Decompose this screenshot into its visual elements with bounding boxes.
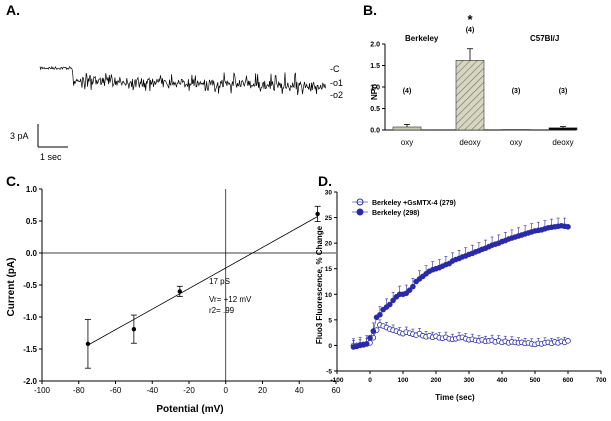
d-point-filled: [565, 223, 571, 230]
b-y-tick-label: 0.0: [370, 128, 380, 135]
d-y-tick-label: 30: [325, 190, 333, 197]
level-o1-label: -o1: [330, 78, 343, 88]
d-y-tick-label: 0: [328, 343, 332, 350]
panel-b-bar-chart: NPo Berkeley C57Bl/J * 0.0 0.5 1.0 1.5 2.0 (4…: [370, 12, 578, 147]
c-data-point: [85, 341, 91, 347]
c-y-tick-label: -0.5: [23, 281, 37, 290]
b-y-axis-label: NPo: [370, 84, 379, 100]
b-bar: [501, 129, 531, 131]
d-point-filled: [410, 283, 416, 290]
d-point-open: [565, 338, 571, 344]
d-point-filled: [367, 334, 373, 341]
reversal-annotation: Vr= +12 mV: [209, 295, 252, 304]
d-x-tick-label: -100: [330, 377, 343, 384]
scale-time-label: 1 sec: [40, 152, 62, 162]
c-y-axis-label: Current (pA): [6, 258, 17, 317]
c-data-point: [177, 289, 183, 294]
significance-star: *: [467, 12, 473, 27]
b-y-tick-label: 0.5: [370, 106, 380, 113]
d-x-tick-label: 700: [596, 377, 607, 384]
c-data-point: [131, 326, 137, 332]
scale-current-label: 3 pA: [10, 131, 29, 141]
d-x-tick-label: 400: [497, 377, 508, 384]
d-point-filled: [386, 301, 393, 308]
d-x-tick-label: 100: [398, 377, 409, 384]
group-label-c57: C57Bl/J: [530, 34, 559, 43]
c-data-point: [315, 211, 320, 217]
c-y-tick-label: -1.5: [23, 345, 37, 354]
d-point-filled: [390, 297, 396, 304]
d-x-tick-label: 300: [464, 377, 475, 384]
c-x-tick-label: -60: [110, 386, 122, 395]
b-category-label: deoxy: [459, 138, 480, 147]
c-y-tick-label: 0.5: [26, 217, 38, 226]
b-bar: [548, 127, 578, 131]
group-label-berkeley: Berkeley: [405, 34, 439, 43]
legend-series-1: Berkeley +GsMTX-4 (279): [372, 200, 456, 207]
d-y-tick-label: 5: [328, 317, 332, 324]
d-x-tick-label: 600: [563, 377, 574, 384]
d-point-filled: [403, 290, 410, 297]
b-n-label: (4): [466, 27, 475, 34]
d-point-filled: [370, 328, 377, 334]
c-y-tick-label: -1.0: [23, 313, 37, 322]
d-x-tick-label: 0: [368, 377, 372, 384]
c-x-tick-label: 0: [224, 386, 229, 395]
d-y-tick-label: 20: [325, 241, 333, 248]
d-y-tick-label: -5: [326, 369, 332, 376]
c-y-tick-label: -2.0: [23, 377, 37, 386]
b-category-label: oxy: [510, 138, 522, 147]
r2-annotation: r2= .99: [209, 306, 235, 315]
legend-series-2: Berkeley (298): [372, 210, 419, 217]
d-x-axis-label: Time (sec): [435, 393, 475, 402]
d-y-tick-label: 10: [325, 292, 333, 299]
c-y-tick-label: 0.0: [26, 249, 38, 258]
panel-a-trace-chart: -C -o1 -o2 3 pA 1 sec: [10, 64, 343, 162]
d-legend: Berkeley +GsMTX-4 (279) Berkeley (298): [352, 198, 456, 217]
panel-c-letter: C.: [6, 173, 20, 189]
level-o2-label: -o2: [330, 90, 343, 100]
c-x-tick-label: 40: [295, 386, 304, 395]
c-x-tick-label: 20: [258, 386, 267, 395]
d-point-filled: [363, 341, 370, 347]
d-x-tick-label: 500: [530, 377, 541, 384]
d-y-axis-label: Fluo3 Fluorescence, % Change: [315, 225, 324, 344]
b-y-tick-label: 1.5: [370, 63, 380, 70]
c-x-axis-label: Potential (mV): [156, 404, 223, 415]
b-y-tick-label: 1.0: [370, 85, 380, 92]
b-bar: [455, 60, 485, 131]
d-point-filled: [406, 287, 413, 293]
current-trace: [39, 65, 326, 96]
c-x-tick-label: -40: [146, 386, 158, 395]
panel-d-letter: D.: [318, 173, 332, 189]
conductance-annotation: 17 pS: [209, 277, 230, 286]
b-n-label: (3): [559, 88, 568, 95]
b-n-label: (3): [512, 88, 521, 95]
panel-a-letter: A.: [6, 2, 20, 18]
c-x-tick-label: -100: [34, 386, 51, 395]
d-point-filled: [377, 311, 383, 318]
b-category-label: deoxy: [552, 138, 573, 147]
c-x-tick-label: -20: [183, 386, 195, 395]
level-closed-label: -C: [330, 64, 340, 74]
panel-c-iv-chart: Potential (mV) Current (pA) 17 pS Vr= +1…: [6, 185, 341, 415]
b-bar: [392, 126, 422, 131]
c-x-tick-label: -80: [73, 386, 85, 395]
b-y-tick-label: 2.0: [370, 42, 380, 49]
c-fit-line: [87, 216, 318, 346]
d-y-tick-label: 15: [325, 266, 333, 273]
d-x-tick-label: 200: [431, 377, 442, 384]
d-y-tick-label: 25: [325, 215, 333, 222]
b-n-label: (4): [403, 88, 412, 95]
panel-b-letter: B.: [363, 2, 377, 18]
c-y-tick-label: 1.0: [26, 185, 38, 194]
b-category-label: oxy: [401, 138, 413, 147]
panel-d-fluorescence-chart: Time (sec) Fluo3 Fluorescence, % Change …: [315, 190, 607, 403]
c-x-tick-label: 60: [332, 386, 341, 395]
